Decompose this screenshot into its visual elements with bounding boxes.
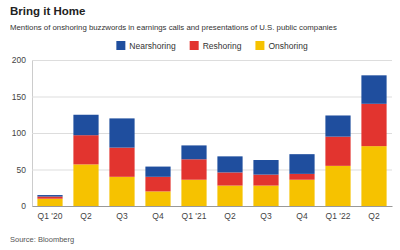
bar xyxy=(289,174,314,180)
legend-swatch xyxy=(116,41,125,50)
bar xyxy=(325,115,350,136)
y-tick: 150 xyxy=(12,92,392,102)
x-tick-label: Q4 xyxy=(152,211,164,221)
bar xyxy=(145,191,170,206)
bar xyxy=(73,135,98,164)
x-axis: Q1 '20 Q2 Q3 Q4 Q1 '21 Q2 Q3 Q4 Q1 '22 Q2 xyxy=(33,206,393,221)
source: Source: Bloomberg xyxy=(10,235,74,244)
y-tick-label: 100 xyxy=(12,128,26,138)
bar xyxy=(109,177,134,206)
x-tick-label: Q3 xyxy=(260,211,272,221)
bar xyxy=(289,154,314,174)
legend-swatch xyxy=(255,41,264,50)
legend-label: Nearshoring xyxy=(129,41,176,51)
bars xyxy=(37,75,386,206)
bar xyxy=(325,166,350,206)
legend-item: Onshoring xyxy=(255,41,307,51)
legend-swatch xyxy=(190,41,199,50)
bar xyxy=(325,137,350,166)
bar xyxy=(361,75,386,103)
bar xyxy=(253,160,278,175)
x-tick-label: Q3 xyxy=(116,211,128,221)
x-tick-label: Q2 xyxy=(80,211,92,221)
bar xyxy=(145,167,170,177)
bar xyxy=(361,104,386,146)
x-tick: Q2 xyxy=(224,206,236,221)
x-tick: Q1 '21 xyxy=(182,206,207,221)
x-axis-line xyxy=(33,206,393,207)
bar xyxy=(181,159,206,179)
x-tick: Q1 '22 xyxy=(326,206,351,221)
y-axis-line xyxy=(33,61,393,207)
x-tick: Q2 xyxy=(80,206,92,221)
x-tick-label: Q1 '21 xyxy=(182,211,207,221)
title: Bring it Home xyxy=(10,5,85,17)
y-tick-label: 0 xyxy=(21,201,26,211)
grid-line xyxy=(32,60,392,61)
y-tick: 200 xyxy=(12,55,392,65)
y-tick-label: 50 xyxy=(17,165,27,175)
bar xyxy=(289,180,314,206)
subtitle: Mentions of onshoring buzzwords in earni… xyxy=(10,23,337,32)
bar xyxy=(73,164,98,206)
x-tick-label: Q1 '22 xyxy=(326,211,351,221)
grid-line xyxy=(32,97,392,98)
bar xyxy=(217,186,242,206)
chart: Bring it Home Mentions of onshoring buzzw… xyxy=(0,0,400,250)
bar xyxy=(217,172,242,185)
bar xyxy=(181,145,206,159)
legend-label: Onshoring xyxy=(268,41,307,51)
y-tick-label: 150 xyxy=(12,92,26,102)
x-tick: Q4 xyxy=(152,206,164,221)
x-tick-label: Q2 xyxy=(224,211,236,221)
bar xyxy=(217,156,242,172)
bar xyxy=(37,195,62,196)
bar xyxy=(37,199,62,206)
bar xyxy=(253,186,278,206)
bar xyxy=(109,118,134,147)
x-tick-label: Q1 '20 xyxy=(38,211,63,221)
legend-item: Nearshoring xyxy=(116,41,176,51)
x-tick: Q2 xyxy=(368,206,380,221)
bar xyxy=(145,177,170,192)
bar xyxy=(253,175,278,186)
bar xyxy=(181,180,206,206)
x-tick-label: Q4 xyxy=(296,211,308,221)
y-axis: 0 50 100 150 200 xyxy=(12,55,392,211)
legend-label: Reshoring xyxy=(203,41,242,51)
plot: 050100150200Q1 '20Q2Q3Q4Q1 '21Q2Q3Q4Q1 '… xyxy=(12,55,393,221)
bar xyxy=(37,197,62,199)
legend: Nearshoring Reshoring Onshoring xyxy=(116,41,308,51)
bar xyxy=(109,148,134,177)
x-tick: Q4 xyxy=(296,206,308,221)
x-tick: Q3 xyxy=(116,206,128,221)
x-tick: Q1 '20 xyxy=(38,206,63,221)
bar xyxy=(73,115,98,135)
x-tick: Q3 xyxy=(260,206,272,221)
grid-line xyxy=(32,206,392,207)
x-tick-label: Q2 xyxy=(368,211,380,221)
legend-item: Reshoring xyxy=(190,41,242,51)
y-tick-label: 200 xyxy=(12,55,26,65)
bar xyxy=(361,146,386,206)
